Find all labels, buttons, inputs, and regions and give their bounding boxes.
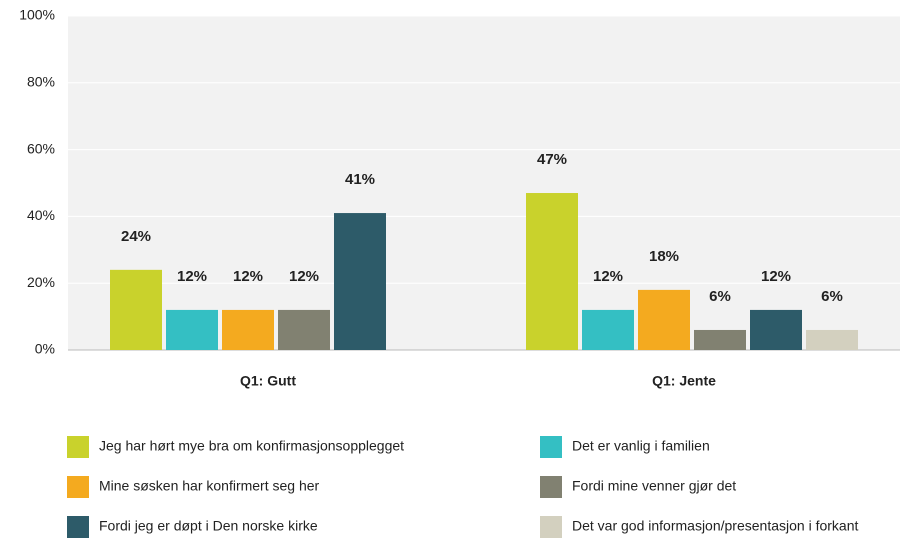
data-label: 24% — [121, 228, 151, 245]
plot-area — [68, 16, 900, 350]
legend-label: Fordi jeg er døpt i Den norske kirke — [99, 518, 318, 534]
legend-swatch — [67, 476, 89, 498]
legend-swatch — [540, 476, 562, 498]
bar — [278, 309, 330, 350]
y-tick-label: 80% — [27, 74, 55, 90]
legend-label: Det er vanlig i familien — [572, 438, 710, 454]
bar — [638, 289, 690, 350]
bar — [582, 309, 634, 350]
data-label: 12% — [593, 268, 623, 285]
y-tick-label: 60% — [27, 140, 55, 156]
data-label: 6% — [821, 288, 843, 305]
data-label: 18% — [649, 248, 679, 265]
legend-swatch — [540, 436, 562, 458]
bar — [166, 309, 218, 350]
legend-swatch — [67, 516, 89, 538]
data-label: 12% — [289, 268, 319, 285]
data-label: 41% — [345, 171, 375, 188]
data-label: 12% — [761, 268, 791, 285]
legend-swatch — [540, 516, 562, 538]
bar — [750, 309, 802, 350]
y-tick-label: 100% — [19, 7, 55, 23]
data-label: 47% — [537, 151, 567, 168]
bar — [222, 309, 274, 350]
legend-label: Det var god informasjon/presentasjon i f… — [572, 518, 858, 534]
data-label: 12% — [177, 268, 207, 285]
legend-label: Fordi mine venner gjør det — [572, 478, 736, 494]
bar — [806, 329, 858, 350]
y-tick-label: 0% — [35, 341, 55, 357]
legend-label: Mine søsken har konfirmert seg her — [99, 478, 320, 494]
y-tick-label: 20% — [27, 274, 55, 290]
data-label: 12% — [233, 268, 263, 285]
bar — [694, 329, 746, 350]
y-tick-label: 40% — [27, 207, 55, 223]
legend-swatch — [67, 436, 89, 458]
legend-label: Jeg har hørt mye bra om konfirmasjonsopp… — [99, 438, 404, 454]
bar — [334, 213, 386, 350]
x-tick-label: Q1: Gutt — [240, 373, 296, 389]
data-label: 6% — [709, 288, 731, 305]
bar — [526, 193, 578, 350]
bar — [110, 269, 162, 350]
x-tick-label: Q1: Jente — [652, 373, 716, 389]
